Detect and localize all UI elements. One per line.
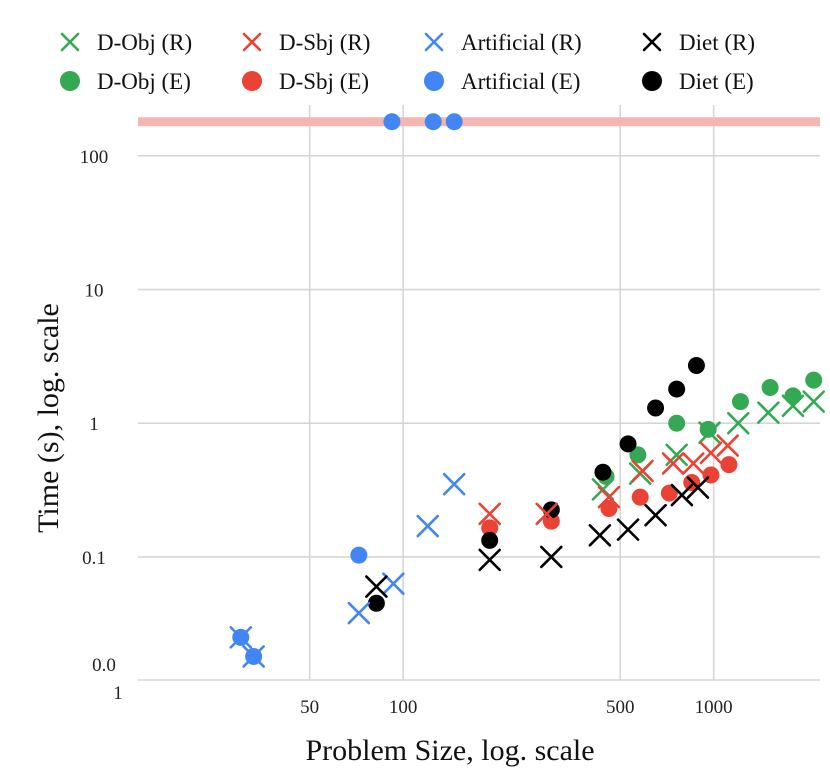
legend-label: D-Obj (R) bbox=[97, 30, 192, 55]
data-point-circle bbox=[383, 113, 401, 131]
data-point-cross bbox=[665, 443, 688, 467]
y-axis-label: Time (s), log. scale bbox=[32, 303, 65, 533]
data-point-circle bbox=[594, 463, 612, 481]
data-point-cross bbox=[644, 503, 667, 527]
data-point-circle bbox=[481, 531, 499, 549]
x-tick-label: 500 bbox=[606, 697, 635, 718]
data-point-circle bbox=[350, 546, 368, 564]
legend-marker-circle bbox=[60, 71, 80, 91]
x-tick-labels: 50 100 500 1000 bbox=[300, 697, 732, 718]
data-point-circle bbox=[367, 594, 385, 612]
y-tick-label: 1 bbox=[89, 414, 99, 435]
data-point-circle bbox=[687, 357, 705, 375]
data-point-circle bbox=[600, 500, 618, 518]
data-point-cross bbox=[670, 483, 694, 507]
y-tick-labels: 0.1 1 10 100 0.0 1 bbox=[80, 147, 123, 704]
data-point-cross bbox=[781, 394, 805, 418]
data-point-circle bbox=[699, 420, 717, 438]
legend-label: Diet (R) bbox=[679, 30, 755, 55]
legend-entry: Diet (E) bbox=[642, 69, 754, 94]
data-point-circle bbox=[668, 414, 686, 432]
data-point-circle bbox=[668, 380, 686, 398]
data-point-circle bbox=[720, 456, 738, 474]
x-tick-label: 1000 bbox=[695, 697, 733, 718]
data-point-cross bbox=[478, 548, 502, 572]
legend-marker-circle bbox=[642, 71, 662, 91]
legend-entry: D-Obj (R) bbox=[60, 30, 192, 55]
y-tick-label: 10 bbox=[85, 281, 104, 302]
legend-marker-cross bbox=[242, 32, 262, 52]
data-point-circle bbox=[445, 113, 463, 131]
data-point-cross bbox=[535, 502, 559, 526]
data-point-cross bbox=[540, 545, 563, 569]
legend-marker-cross bbox=[424, 32, 444, 52]
data-point-circle bbox=[761, 378, 779, 396]
data-points bbox=[229, 113, 826, 668]
legend-entry: Diet (R) bbox=[642, 30, 755, 55]
legend-label: Artificial (R) bbox=[461, 30, 582, 55]
data-point-cross bbox=[347, 601, 371, 625]
data-point-circle bbox=[805, 371, 823, 389]
legend-label: D-Sbj (R) bbox=[279, 30, 370, 55]
data-point-cross bbox=[682, 452, 705, 475]
data-point-circle bbox=[631, 488, 649, 506]
x-axis-label: Problem Size, log. scale bbox=[305, 734, 594, 767]
x-tick-label: 50 bbox=[300, 697, 319, 718]
data-point-cross bbox=[242, 645, 265, 668]
legend-entry: Artificial (E) bbox=[424, 69, 580, 94]
data-point-cross bbox=[229, 626, 253, 649]
legend-marker-circle bbox=[242, 71, 262, 91]
legend-entry: D-Sbj (E) bbox=[242, 69, 369, 94]
data-point-cross bbox=[478, 502, 502, 526]
legend-marker-cross bbox=[642, 32, 662, 52]
data-point-circle bbox=[619, 435, 637, 453]
data-point-cross bbox=[416, 514, 440, 538]
y-extra-label: 0.0 bbox=[92, 655, 116, 676]
data-point-circle bbox=[647, 399, 665, 417]
legend-label: D-Obj (E) bbox=[97, 69, 191, 94]
y-extra-label: 1 bbox=[113, 683, 123, 704]
legend-entry: D-Sbj (R) bbox=[242, 30, 370, 55]
data-point-cross bbox=[631, 459, 654, 483]
legend-marker-cross bbox=[60, 32, 80, 52]
data-point-cross bbox=[588, 524, 612, 547]
legend-marker-circle bbox=[424, 71, 444, 91]
legend-label: Diet (E) bbox=[679, 69, 754, 94]
data-point-cross bbox=[716, 434, 740, 457]
grid-layer bbox=[138, 105, 820, 681]
data-point-cross bbox=[699, 441, 723, 465]
legend: D-Obj (R) D-Sbj (R) Artificial (R) Diet (R)… bbox=[60, 30, 755, 94]
data-point-cross bbox=[365, 575, 388, 598]
data-point-circle bbox=[731, 393, 749, 411]
y-tick-label: 0.1 bbox=[82, 548, 106, 569]
legend-entry: Artificial (R) bbox=[424, 30, 582, 55]
y-tick-label: 100 bbox=[80, 147, 109, 168]
data-point-cross bbox=[726, 411, 750, 435]
data-point-cross bbox=[686, 476, 710, 499]
legend-label: Artificial (E) bbox=[461, 69, 580, 94]
data-point-cross bbox=[597, 485, 621, 509]
data-point-circle bbox=[660, 484, 678, 502]
legend-label: D-Sbj (E) bbox=[279, 69, 369, 94]
data-point-circle bbox=[784, 387, 802, 405]
data-point-cross bbox=[757, 401, 780, 424]
legend-entry: D-Obj (E) bbox=[60, 69, 191, 94]
data-point-cross bbox=[802, 390, 826, 413]
data-point-circle bbox=[481, 519, 499, 537]
x-tick-label: 100 bbox=[389, 697, 418, 718]
data-point-circle bbox=[424, 113, 442, 131]
data-point-cross bbox=[661, 452, 685, 475]
data-point-cross bbox=[616, 518, 640, 541]
data-point-circle bbox=[629, 446, 647, 464]
data-point-cross bbox=[442, 472, 466, 496]
